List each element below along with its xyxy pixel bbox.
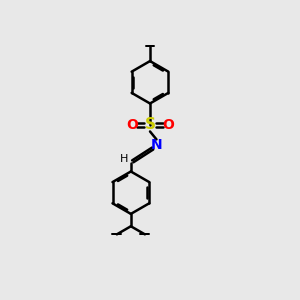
Text: H: H [120,154,129,164]
Text: N: N [151,138,162,152]
Text: O: O [162,118,174,132]
Text: O: O [126,118,138,132]
Text: S: S [145,118,155,133]
